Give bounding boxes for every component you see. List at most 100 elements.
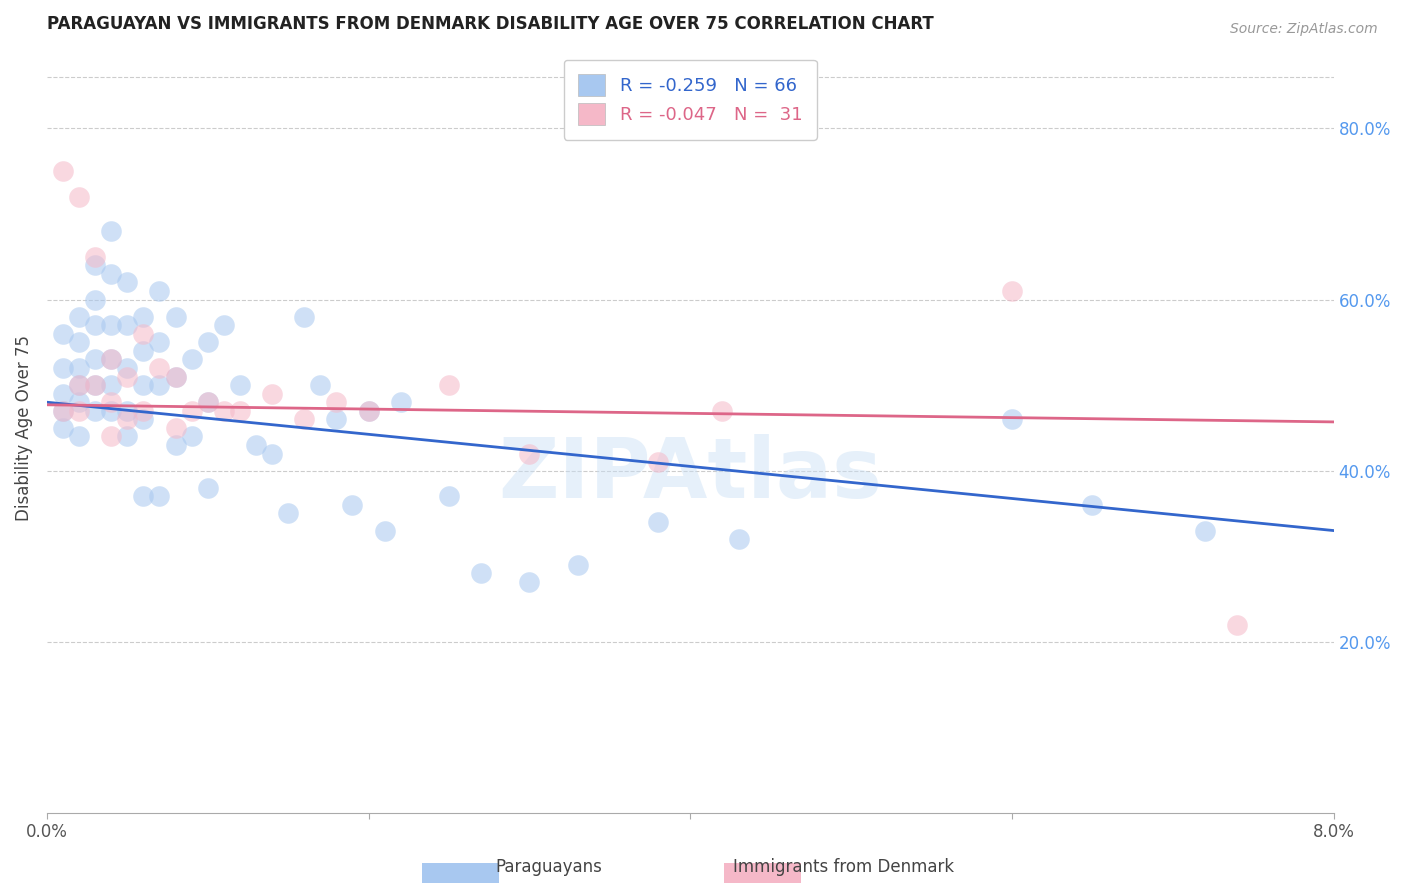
Point xyxy=(325,412,347,426)
Point xyxy=(67,378,90,392)
Point xyxy=(84,352,107,367)
Point xyxy=(132,343,155,358)
Point xyxy=(389,395,412,409)
Point xyxy=(84,293,107,307)
Point xyxy=(325,395,347,409)
Point xyxy=(148,378,170,392)
Point xyxy=(647,515,669,529)
Point xyxy=(180,352,202,367)
Point xyxy=(52,386,75,401)
Legend: R = -0.259   N = 66, R = -0.047   N =  31: R = -0.259 N = 66, R = -0.047 N = 31 xyxy=(564,60,817,140)
Point xyxy=(132,404,155,418)
Y-axis label: Disability Age Over 75: Disability Age Over 75 xyxy=(15,334,32,521)
Point xyxy=(229,378,252,392)
Point xyxy=(727,532,749,546)
Point xyxy=(1081,498,1104,512)
Point xyxy=(437,378,460,392)
Point xyxy=(197,481,219,495)
Text: Paraguayans: Paraguayans xyxy=(495,858,602,876)
Point xyxy=(342,498,364,512)
Point xyxy=(519,446,541,460)
Point xyxy=(100,404,122,418)
Point xyxy=(52,421,75,435)
Point xyxy=(117,361,139,376)
Point xyxy=(84,250,107,264)
Point xyxy=(165,369,187,384)
Text: ZIPAtlas: ZIPAtlas xyxy=(498,434,882,515)
Point xyxy=(262,386,284,401)
Point xyxy=(357,404,380,418)
Point xyxy=(132,310,155,324)
Point xyxy=(374,524,396,538)
Point xyxy=(567,558,589,572)
Point xyxy=(117,429,139,443)
Point xyxy=(67,395,90,409)
Point xyxy=(84,318,107,333)
Point xyxy=(1001,412,1024,426)
Point xyxy=(117,318,139,333)
Point xyxy=(148,335,170,350)
Text: PARAGUAYAN VS IMMIGRANTS FROM DENMARK DISABILITY AGE OVER 75 CORRELATION CHART: PARAGUAYAN VS IMMIGRANTS FROM DENMARK DI… xyxy=(46,15,934,33)
Point xyxy=(711,404,734,418)
Point xyxy=(100,395,122,409)
Point xyxy=(100,224,122,238)
Point xyxy=(292,412,315,426)
Point xyxy=(309,378,332,392)
Point xyxy=(52,326,75,341)
Point xyxy=(117,412,139,426)
Point xyxy=(245,438,267,452)
Point xyxy=(212,404,235,418)
Point xyxy=(67,335,90,350)
Point xyxy=(212,318,235,333)
Point xyxy=(100,267,122,281)
Point xyxy=(67,310,90,324)
Point xyxy=(84,404,107,418)
Point xyxy=(197,395,219,409)
Point xyxy=(165,369,187,384)
Point xyxy=(647,455,669,469)
Point xyxy=(67,404,90,418)
Point xyxy=(132,489,155,503)
Point xyxy=(132,378,155,392)
Point xyxy=(180,429,202,443)
Point xyxy=(67,378,90,392)
Point xyxy=(519,574,541,589)
Point xyxy=(165,310,187,324)
Point xyxy=(132,326,155,341)
Point xyxy=(292,310,315,324)
Point xyxy=(197,395,219,409)
Point xyxy=(357,404,380,418)
Point xyxy=(117,276,139,290)
Point xyxy=(100,352,122,367)
Point xyxy=(84,378,107,392)
Point xyxy=(1194,524,1216,538)
Point xyxy=(148,489,170,503)
Text: Immigrants from Denmark: Immigrants from Denmark xyxy=(733,858,955,876)
Point xyxy=(1001,284,1024,298)
Point xyxy=(100,378,122,392)
Point xyxy=(262,446,284,460)
Point xyxy=(52,404,75,418)
Point xyxy=(470,566,492,581)
Point xyxy=(84,378,107,392)
Point xyxy=(180,404,202,418)
Point xyxy=(100,352,122,367)
Point xyxy=(165,438,187,452)
Point xyxy=(165,421,187,435)
Point xyxy=(67,190,90,204)
Point xyxy=(148,284,170,298)
Point xyxy=(67,361,90,376)
Point xyxy=(437,489,460,503)
Point xyxy=(84,258,107,272)
Point xyxy=(132,412,155,426)
Point xyxy=(197,335,219,350)
Point xyxy=(277,507,299,521)
Text: Source: ZipAtlas.com: Source: ZipAtlas.com xyxy=(1230,22,1378,37)
Point xyxy=(100,318,122,333)
Point xyxy=(1226,617,1249,632)
Point xyxy=(52,404,75,418)
Point xyxy=(117,404,139,418)
Point xyxy=(52,361,75,376)
Point xyxy=(100,429,122,443)
Point xyxy=(229,404,252,418)
